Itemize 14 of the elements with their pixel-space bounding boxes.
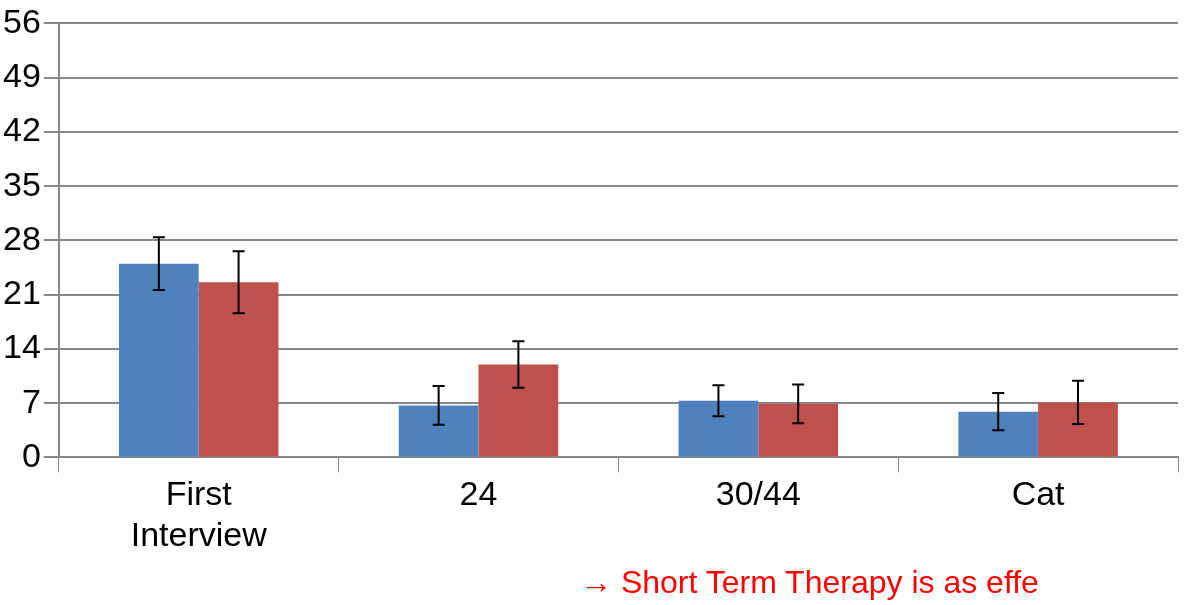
y-tick-label: 56 [2, 1, 41, 40]
y-tick-label: 49 [2, 56, 41, 95]
y-tick-label: 35 [2, 164, 41, 203]
y-tick-label: 7 [21, 381, 41, 420]
y-tick-label: 21 [2, 273, 41, 312]
text: → Short Term Therapy is as effe [580, 563, 1039, 600]
y-tick-label: 14 [2, 327, 41, 366]
x-tick-label: 30/44 [715, 474, 801, 513]
x-tick-label: First Interview [130, 474, 268, 553]
y-tick-label: 28 [2, 218, 41, 257]
y-tick-label: 42 [2, 110, 41, 149]
x-tick-label: Cat [1011, 474, 1066, 513]
x-tick-label: 24 [459, 474, 498, 513]
y-tick-label: 0 [21, 435, 41, 474]
